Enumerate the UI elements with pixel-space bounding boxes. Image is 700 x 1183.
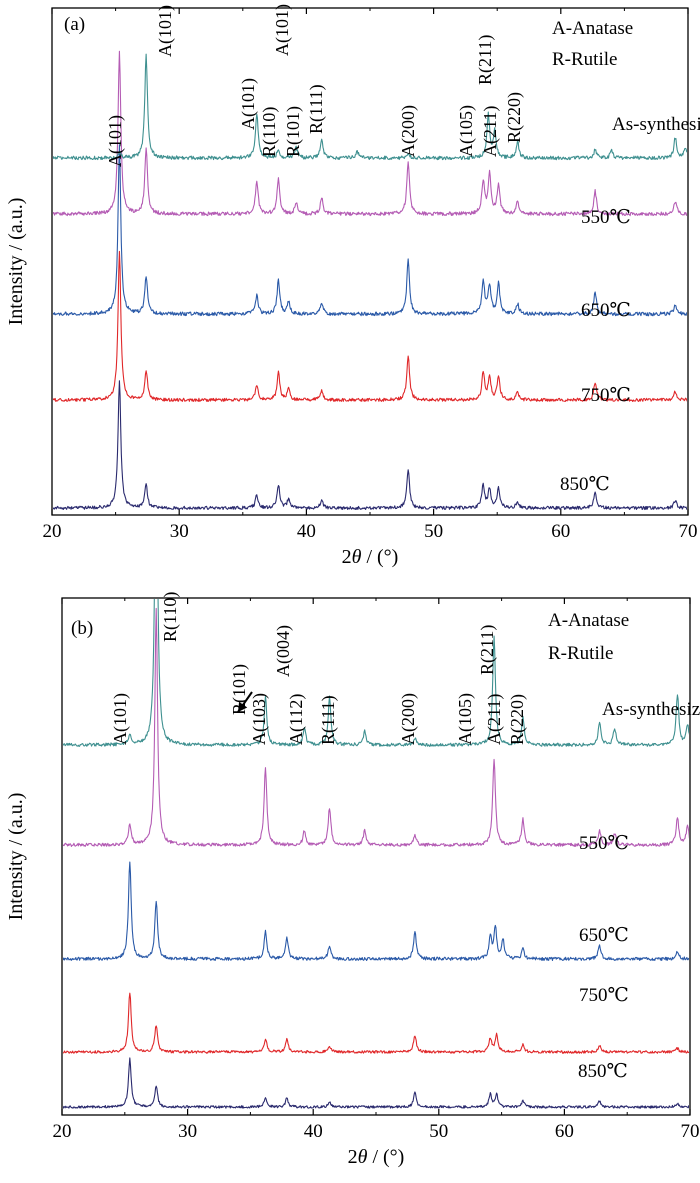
x-tick-label: 50 xyxy=(429,1121,448,1142)
xrd-trace-750c xyxy=(63,607,689,848)
peak-label: A(200) xyxy=(398,105,419,157)
peak-label: A(200) xyxy=(398,693,419,745)
xrd-trace-550c xyxy=(63,992,689,1054)
peak-label: R(110) xyxy=(160,592,181,642)
sample-label: 550℃ xyxy=(579,833,629,854)
xrd-trace-as-synthesized xyxy=(63,1057,689,1109)
y-axis-title: Intensity / (a.u.) xyxy=(5,198,27,326)
sample-label: As-synthesized xyxy=(602,699,700,720)
xrd-trace-as-synthesized xyxy=(53,380,687,511)
peak-label: A(101) xyxy=(110,693,131,745)
xrd-panel-b: 20 30 40 50 60 70 2θ / (°) Intensity / (a.u.) (b… xyxy=(5,592,700,1168)
y-axis-title: Intensity / (a.u.) xyxy=(5,793,27,921)
peak-label: R(101) xyxy=(283,106,304,157)
panel-label: (b) xyxy=(71,618,93,639)
sample-label: As-synthesized xyxy=(612,114,700,135)
xrd-trace-650c xyxy=(53,144,687,317)
x-tick-label: 60 xyxy=(555,1121,574,1142)
peak-label: A(004) xyxy=(273,625,294,677)
peak-label: A(101) xyxy=(155,5,176,57)
x-tick-label: 20 xyxy=(53,1121,72,1142)
x-tick-label: 20 xyxy=(43,521,62,542)
xrd-trace-850c xyxy=(63,599,689,747)
sample-label: 850℃ xyxy=(578,1061,628,1082)
sample-label: 650℃ xyxy=(581,300,631,321)
xrd-panel-a: 20 30 40 50 60 70 2θ / (°) Intensity / (a.u.) (a… xyxy=(5,4,700,568)
xrd-trace-550c xyxy=(53,250,687,403)
xrd-trace-750c xyxy=(53,50,687,217)
sample-label: 650℃ xyxy=(579,925,629,946)
panel-label: (a) xyxy=(64,14,85,35)
x-tick-label: 30 xyxy=(170,521,189,542)
peak-label: A(112) xyxy=(286,694,307,745)
x-tick-label: 60 xyxy=(551,521,570,542)
x-tick-label: 40 xyxy=(297,521,316,542)
peak-label: R(111) xyxy=(318,695,339,745)
x-axis-title: 2θ / (°) xyxy=(342,546,399,568)
peak-label: A(105) xyxy=(456,105,477,157)
sample-label: 850℃ xyxy=(560,474,610,495)
peak-label: A(103) xyxy=(249,693,270,745)
peak-arrow-head xyxy=(238,701,248,712)
x-tick-label: 70 xyxy=(679,521,698,542)
x-tick-label: 30 xyxy=(178,1121,197,1142)
sample-label: 750℃ xyxy=(581,385,631,406)
x-axis-title: 2θ / (°) xyxy=(348,1146,405,1168)
legend-entry: A-Anatase xyxy=(552,18,633,39)
peak-label: A(101) xyxy=(272,4,293,56)
peak-label: R(220) xyxy=(507,694,528,745)
sample-label: 550℃ xyxy=(581,207,631,228)
peak-label: R(211) xyxy=(477,625,498,675)
legend-entry: A-Anatase xyxy=(548,610,629,631)
peak-label: R(110) xyxy=(259,107,280,157)
peak-label: R(211) xyxy=(475,35,496,85)
xrd-trace-850c xyxy=(53,53,687,161)
peak-label: R(220) xyxy=(504,92,525,143)
x-tick-label: 50 xyxy=(424,521,443,542)
legend-entry: R-Rutile xyxy=(552,49,617,70)
xrd-trace-650c xyxy=(63,861,689,962)
plot-frame xyxy=(61,597,691,1116)
legend-entry: R-Rutile xyxy=(548,643,613,664)
sample-label: 750℃ xyxy=(579,985,629,1006)
peak-label: A(101) xyxy=(105,115,126,167)
peak-label: R(111) xyxy=(306,84,327,134)
x-tick-label: 70 xyxy=(681,1121,700,1142)
peak-label: A(211) xyxy=(480,106,501,157)
x-tick-label: 40 xyxy=(304,1121,323,1142)
peak-label: A(211) xyxy=(484,694,505,745)
peak-label: A(105) xyxy=(455,693,476,745)
peak-label: A(101) xyxy=(238,78,259,130)
